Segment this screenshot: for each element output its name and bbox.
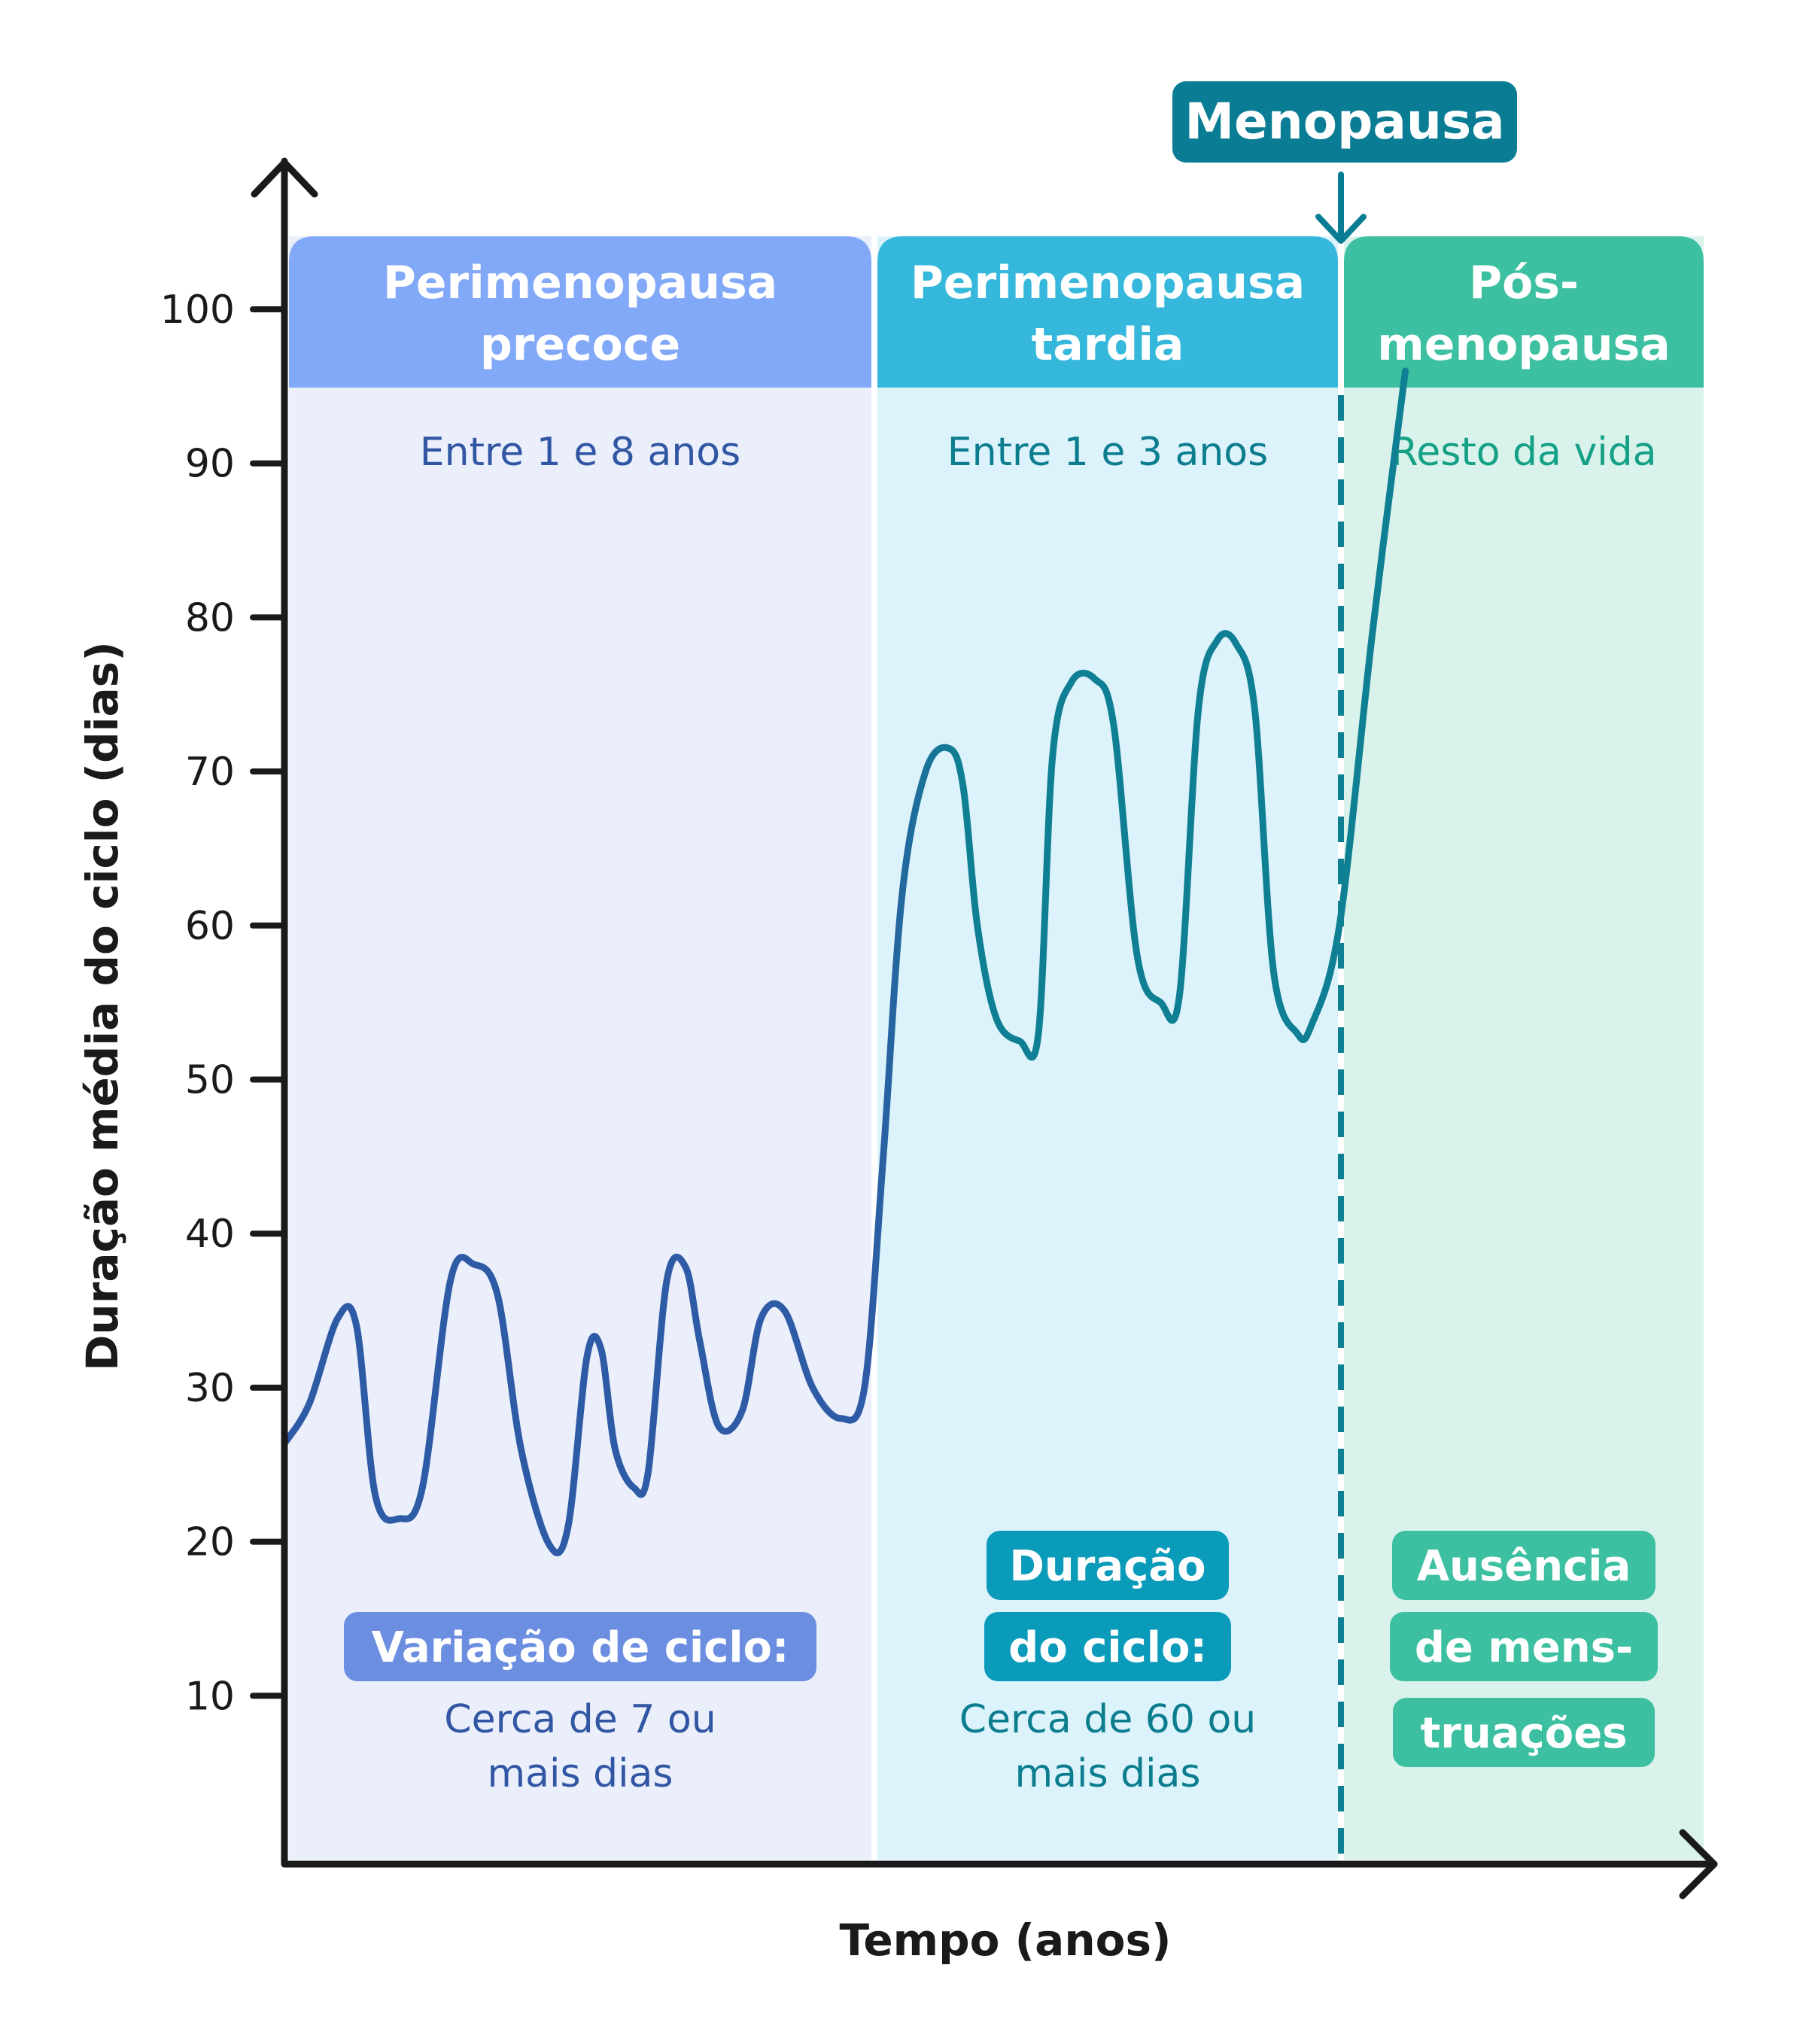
phase-badge-text-1-0: Duração [1009, 1542, 1206, 1591]
phase-badge-2-1 [1390, 1612, 1658, 1681]
phase-backgrounds [289, 236, 1704, 1860]
phase-title-2-0: Pós- [1469, 257, 1579, 309]
phase-badge-1-1 [984, 1612, 1231, 1681]
y-tick-label-80: 80 [185, 595, 235, 640]
y-ticks: 10 20 30 40 50 60 70 80 90 100 [160, 287, 287, 1719]
y-tick-label-30: 30 [185, 1366, 235, 1411]
phase-durations: Entre 1 e 8 anos Entre 1 e 3 anos Resto da… [420, 430, 1657, 475]
y-tick-label-50: 50 [185, 1058, 235, 1103]
phase-notes: Cerca de 7 ou mais dias Cerca de 60 ou mais… [444, 1697, 1256, 1796]
phase-duration-0: Entre 1 e 8 anos [420, 430, 740, 475]
y-tick-label-70: 70 [185, 750, 235, 795]
y-tick-label-40: 40 [185, 1212, 235, 1257]
phase-header-1 [877, 236, 1338, 388]
phase-background-0 [289, 236, 871, 1860]
menopause-arrow-head [1315, 214, 1367, 244]
series-line-0 [282, 367, 1409, 1556]
phase-badges: Variação de ciclo: Duração do ciclo: Ausênc… [344, 1531, 1658, 1767]
axes [251, 157, 1718, 1900]
phase-badge-text-0-0: Variação de ciclo: [372, 1623, 789, 1672]
x-axis-title: Tempo (anos) [839, 1915, 1171, 1966]
phase-badge-1-0 [987, 1531, 1229, 1600]
y-axis-title: Duração média do ciclo (dias) [77, 641, 128, 1370]
phase-header-2 [1344, 236, 1704, 388]
phase-title-0-1: precoce [480, 318, 680, 371]
phase-title-1-1: tardia [1032, 318, 1184, 371]
series-layer [282, 367, 1409, 1556]
y-tick-label-60: 60 [185, 904, 235, 949]
phase-title-0-0: Perimenopausa [383, 257, 777, 309]
phase-badge-text-2-0: Ausência [1417, 1542, 1631, 1591]
phase-badge-text-2-2: truações [1420, 1709, 1627, 1758]
phase-headers: Perimenopausa precoce Perimenopausa tardia P… [289, 236, 1704, 388]
phase-title-1-0: Perimenopausa [911, 257, 1305, 309]
x-axis-arrow [1679, 1829, 1718, 1900]
phase-note-0-1: mais dias [488, 1751, 673, 1796]
phase-duration-1: Entre 1 e 3 anos [947, 430, 1268, 475]
phase-note-0-0: Cerca de 7 ou [444, 1697, 716, 1742]
phase-badge-text-2-1: de mens- [1415, 1623, 1633, 1672]
y-tick-label-20: 20 [185, 1520, 235, 1565]
phase-badge-2-0 [1392, 1531, 1655, 1600]
phase-duration-2: Resto da vida [1391, 430, 1656, 475]
y-tick-label-10: 10 [185, 1674, 235, 1719]
phase-badge-text-1-1: do ciclo: [1008, 1623, 1207, 1672]
phase-title-2-1: menopausa [1377, 318, 1671, 371]
phase-badge-0-0 [344, 1612, 816, 1681]
phase-badge-2-2 [1393, 1698, 1655, 1767]
menopause-badge [1172, 81, 1517, 163]
phase-header-0 [289, 236, 871, 388]
phase-note-1-0: Cerca de 60 ou [959, 1697, 1257, 1742]
phase-note-1-1: mais dias [1015, 1751, 1201, 1796]
menopause-label: Menopausa [1184, 93, 1504, 151]
menopause-marker: Menopausa [1172, 81, 1517, 1857]
y-tick-label-100: 100 [160, 287, 235, 333]
y-axis-arrow [251, 159, 318, 198]
y-tick-label-90: 90 [185, 442, 235, 487]
